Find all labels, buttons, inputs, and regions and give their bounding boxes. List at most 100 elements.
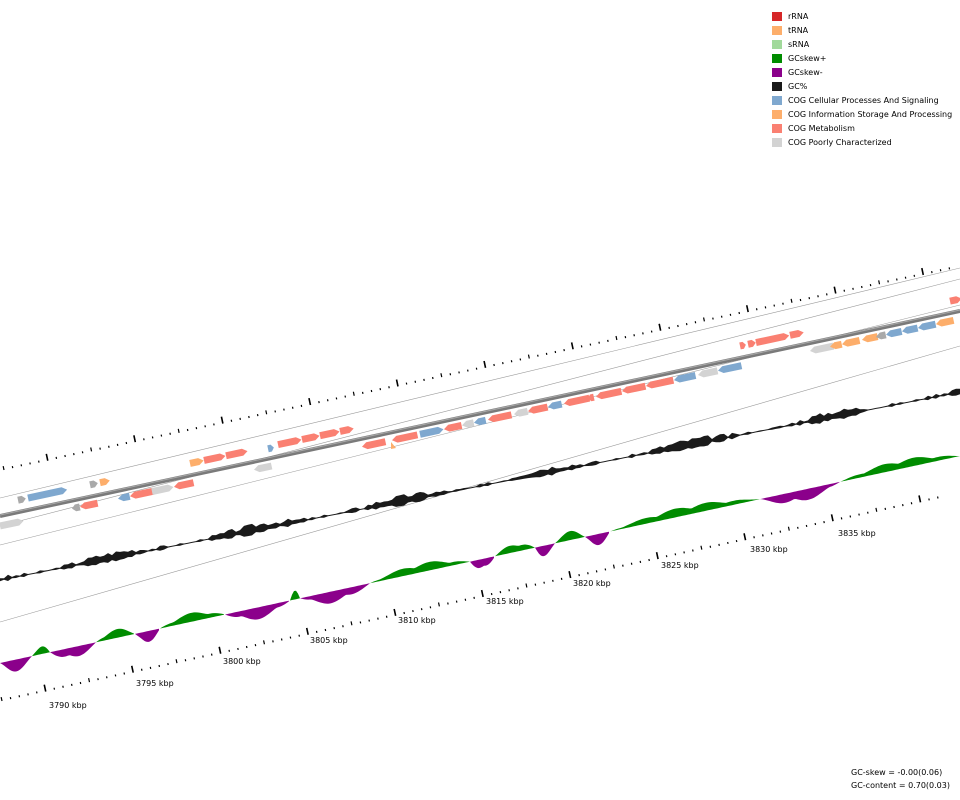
tick-mark: [352, 391, 355, 396]
gene-arrow-shape: [151, 484, 174, 495]
gc-content-stat: GC-content = 0.70(0.03): [851, 781, 950, 790]
tick-mark: [480, 589, 484, 598]
tick-mark: [175, 659, 178, 664]
legend-swatch: [772, 25, 782, 35]
gene-arrow-shape: [339, 426, 354, 435]
gene-arrow-shape: [876, 331, 887, 340]
gene-arrow: [789, 329, 804, 339]
gc-skew-track: [0, 455, 960, 672]
tick-label-3800: 3800 kbp: [223, 657, 261, 666]
gene-arrow-shape: [810, 342, 835, 354]
tick-mark: [878, 280, 881, 285]
gene-arrow-shape: [225, 448, 248, 460]
tick-mark: [790, 298, 793, 303]
legend-label: COG Information Storage And Processing: [788, 109, 953, 119]
gene-arrow: [936, 316, 955, 327]
gene-arrow-shape: [444, 422, 463, 432]
tick-mark: [393, 608, 397, 617]
tick-mark: [0, 696, 3, 702]
gene-arrow-shape: [130, 487, 155, 499]
tick-label-3795: 3795 kbp: [136, 679, 174, 688]
legend-swatch: [772, 53, 782, 63]
gene-arrow: [902, 324, 919, 334]
gene-arrow-shape: [718, 362, 743, 374]
tick-mark: [830, 514, 834, 522]
gene-arrow-shape: [902, 324, 919, 334]
legend-item-rrna: rRNA: [772, 9, 952, 23]
tick-mark: [90, 447, 93, 452]
tick-mark: [568, 570, 572, 579]
tick-label-3815: 3815 kbp: [486, 597, 524, 606]
legend-swatch: [772, 67, 782, 77]
gene-arrow-shape: [789, 329, 804, 339]
gene-arrow: [267, 444, 274, 453]
gc-skew-negative: [535, 543, 555, 557]
gc-skew-negative: [135, 628, 159, 642]
trna-marker: [391, 442, 396, 449]
gene-arrow: [130, 487, 155, 499]
gc-skew-positive: [96, 628, 134, 643]
tick-mark: [133, 435, 137, 443]
tick-mark: [483, 360, 487, 368]
legend: rRNA tRNA sRNA GCskew+ GCskew- GC% COG C…: [772, 9, 952, 149]
gc-skew-positive: [610, 499, 760, 532]
tick-mark: [130, 665, 134, 673]
tick-mark: [177, 428, 180, 433]
gene-arrow-shape: [419, 426, 444, 438]
legend-item-cog-poorly: COG Poorly Characterized: [772, 135, 952, 149]
gene-arrow: [810, 342, 835, 354]
legend-item-cog-cellular: COG Cellular Processes And Signaling: [772, 93, 952, 107]
gene-arrow-shape: [17, 495, 26, 504]
gene-arrow: [174, 479, 195, 490]
gene-arrow: [27, 487, 68, 502]
gene-arrow-shape: [80, 499, 99, 510]
tick-mark: [265, 410, 268, 415]
tick-mark: [570, 342, 574, 350]
legend-swatch: [772, 123, 782, 133]
legend-label: COG Cellular Processes And Signaling: [788, 95, 939, 105]
gene-arrow-shape: [474, 416, 487, 426]
position-tick-ring: [0, 495, 939, 702]
legend-item-srna: sRNA: [772, 37, 952, 51]
gc-skew-negative: [585, 531, 609, 546]
gene-arrow-shape: [862, 333, 879, 343]
gene-arrow-shape: [739, 341, 746, 350]
legend-label: COG Poorly Characterized: [788, 137, 892, 147]
gc-skew-positive: [495, 544, 535, 557]
gene-arrow: [596, 387, 623, 400]
tick-mark: [395, 379, 399, 387]
backbone-highlight: [0, 309, 960, 516]
tick-mark: [918, 495, 922, 503]
track-guide-lines: [0, 267, 960, 623]
gene-arrow-shape: [362, 438, 387, 450]
gene-arrow: [747, 339, 756, 348]
gene-arrow-shape: [755, 333, 790, 346]
gene-arrow-shape: [488, 411, 513, 423]
tick-mark: [833, 286, 837, 294]
tick-label-3835: 3835 kbp: [838, 529, 876, 538]
genome-stats: GC-skew = -0.00(0.06) GC-content = 0.70(…: [851, 766, 950, 792]
legend-label: rRNA: [788, 11, 809, 21]
gene-arrow: [474, 416, 487, 426]
legend-item-cog-metabolism: COG Metabolism: [772, 121, 952, 135]
legend-swatch: [772, 81, 782, 91]
gene-arrow-shape: [674, 372, 697, 383]
gene-arrow: [301, 433, 320, 443]
gene-arrow: [419, 426, 444, 438]
track-guide-line: [0, 267, 960, 499]
gene-arrow-shape: [514, 407, 529, 417]
gc-skew-negative: [225, 600, 289, 620]
gene-arrow-shape: [462, 419, 475, 428]
tick-mark: [702, 317, 705, 322]
gene-arrow-shape: [528, 403, 549, 414]
gene-arrow: [89, 480, 98, 489]
tick-mark: [745, 305, 749, 313]
gene-arrow: [564, 394, 591, 406]
tick-mark: [43, 684, 47, 692]
genome-backbone: [0, 309, 960, 518]
legend-label: GC%: [788, 81, 808, 91]
tick-mark: [262, 640, 266, 645]
legend-label: tRNA: [788, 25, 809, 35]
gene-arrow: [674, 372, 697, 383]
tick-mark: [612, 564, 615, 569]
